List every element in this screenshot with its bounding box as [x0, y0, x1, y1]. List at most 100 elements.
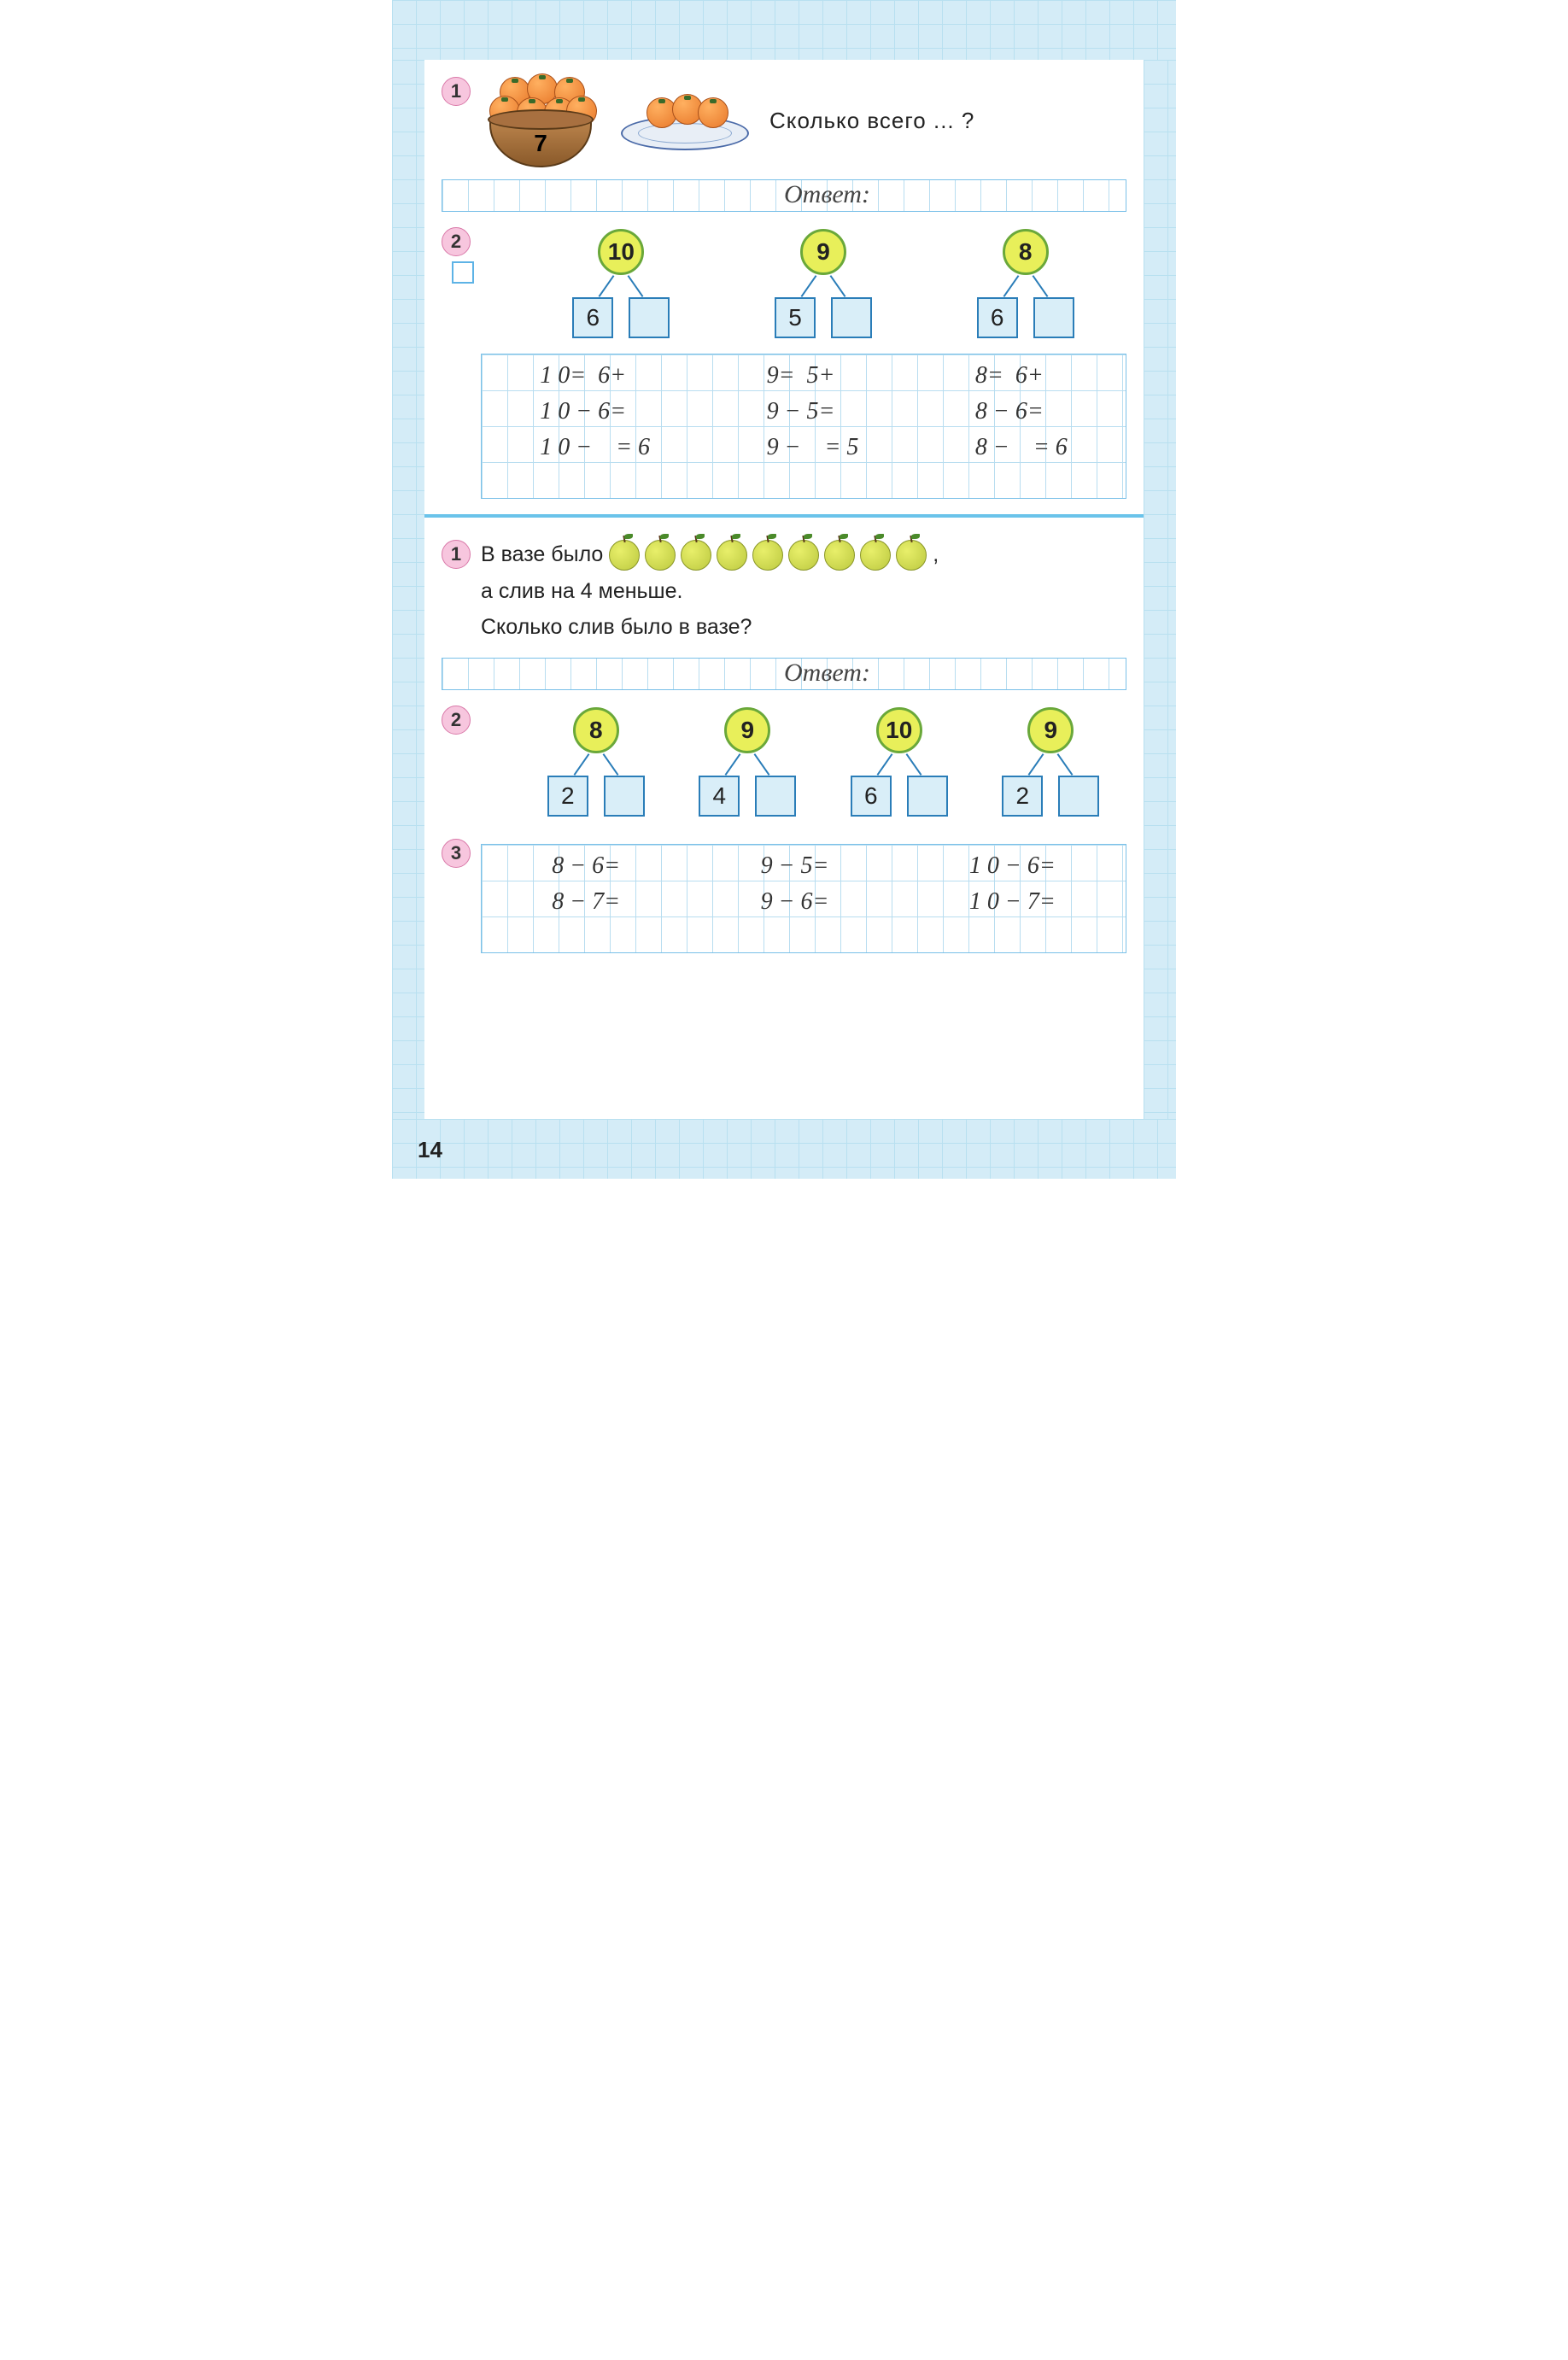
apple-icon	[645, 540, 676, 571]
bond-part-left: 5	[775, 297, 816, 338]
bond-parts: 5	[775, 297, 872, 338]
bond-part-left: 4	[699, 776, 740, 817]
number-bond: 10 6	[553, 229, 689, 338]
bond-total: 10	[598, 229, 644, 275]
problem-line2: а слив на 4 меньше.	[481, 573, 1126, 610]
bond-part-left: 6	[977, 297, 1018, 338]
apple-icon	[824, 540, 855, 571]
equation-line[interactable]: 1 0 − 6=	[969, 848, 1056, 884]
apple-icon	[609, 540, 640, 571]
s2-task3: 3 8 − 6=8 − 7= 9 − 5=9 − 6= 1 0 − 6=1 0 − …	[442, 835, 1126, 958]
equation-column: 9 − 5=9 − 6=	[761, 848, 829, 952]
s2-task2: 2 829410692	[442, 702, 1126, 823]
number-bond: 92	[986, 707, 1115, 817]
right-grid-band	[1144, 60, 1176, 1119]
bond-parts: 6	[977, 297, 1074, 338]
s2-task1: 1 В вазе было , а слив на 4 меньше. Скол…	[442, 536, 1126, 690]
bond-total: 9	[724, 707, 770, 753]
bond-total: 8	[573, 707, 619, 753]
checkbox-marker	[452, 261, 474, 284]
equation-line[interactable]: 9 − 6=	[761, 884, 829, 920]
number-bonds-row: 10 6 95 86	[520, 229, 1126, 338]
equation-column: 8= 6+8 − 6=8 − = 6	[975, 358, 1068, 498]
apple-icon	[681, 540, 711, 571]
bond-lines	[983, 275, 1068, 297]
task1-body: 7 Сколько всего ... ?	[481, 73, 1126, 167]
line1-prefix: В вазе было	[481, 542, 609, 566]
equation-line[interactable]: 1 0 − 7=	[969, 884, 1056, 920]
left-grid-band	[392, 60, 424, 1119]
equation-line[interactable]: 8 − 7=	[552, 884, 620, 920]
equation-line[interactable]: 8 − 6=	[975, 394, 1068, 430]
bond-parts: 6	[851, 776, 948, 817]
equation-line[interactable]: 8 − 6=	[552, 848, 620, 884]
section-separator	[424, 514, 1144, 518]
equation-line[interactable]: 9 − 5=	[761, 848, 829, 884]
top-grid-band	[392, 0, 1176, 60]
bond-lines	[1008, 753, 1093, 776]
equation-column: 9= 5+9 − 5=9 − = 5	[767, 358, 859, 498]
number-bond: 86	[957, 229, 1094, 338]
bowl-of-oranges: 7	[481, 73, 600, 167]
bond-part-left: 2	[1002, 776, 1043, 817]
equations-grid[interactable]: 8 − 6=8 − 7= 9 − 5=9 − 6= 1 0 − 6=1 0 − 7=	[481, 844, 1126, 953]
problem-line3: Сколько слив было в вазе?	[481, 609, 1126, 646]
task-badge: 3	[442, 839, 471, 868]
bond-total: 10	[876, 707, 922, 753]
plate-of-oranges	[621, 91, 749, 150]
bond-part-right[interactable]	[755, 776, 796, 817]
apple-icon	[752, 540, 783, 571]
equation-line[interactable]: 8= 6+	[975, 358, 1068, 394]
apple-icon	[896, 540, 927, 571]
answer-strip[interactable]: Ответ:	[442, 658, 1126, 690]
apples-row	[609, 540, 927, 571]
equation-line[interactable]: 9= 5+	[767, 358, 859, 394]
bond-part-right[interactable]	[629, 297, 670, 338]
equation-line[interactable]: 1 0 − = 6	[540, 430, 650, 466]
task-badge: 1	[442, 540, 471, 569]
bond-part-right[interactable]	[907, 776, 948, 817]
equation-line[interactable]: 9 − = 5	[767, 430, 859, 466]
equation-line[interactable]: 9 − 5=	[767, 394, 859, 430]
bond-part-right[interactable]	[1033, 297, 1074, 338]
number-bond: 82	[532, 707, 660, 817]
equation-column: 1 0 − 6=1 0 − 7=	[969, 848, 1056, 952]
bond-part-right[interactable]	[1058, 776, 1099, 817]
answer-strip[interactable]: Ответ:	[442, 179, 1126, 212]
question-text: Сколько всего ... ?	[769, 108, 974, 134]
bond-parts: 2	[547, 776, 645, 817]
bond-part-right[interactable]	[831, 297, 872, 338]
bond-part-right[interactable]	[604, 776, 645, 817]
bond-lines	[578, 275, 664, 297]
apple-icon	[788, 540, 819, 571]
bond-parts: 2	[1002, 776, 1099, 817]
equation-column: 1 0= 6+1 0 − 6=1 0 − = 6	[540, 358, 650, 498]
bond-part-left: 2	[547, 776, 588, 817]
number-bond: 95	[755, 229, 892, 338]
equation-line[interactable]: 8 − = 6	[975, 430, 1068, 466]
answer-label: Ответ:	[784, 659, 870, 688]
equations-grid[interactable]: 1 0= 6+1 0 − 6=1 0 − = 6 9= 5+9 − 5=9 − =…	[481, 354, 1126, 499]
workbook-page: 1 7	[392, 0, 1176, 1179]
task-badge: 2	[442, 227, 471, 256]
bond-part-left: 6	[851, 776, 892, 817]
s1-task2: 2 1069586 1 0= 6+1 0 − 6=1 0 − = 69= 5+9…	[442, 224, 1126, 499]
s1-task1: 1 7	[442, 73, 1126, 212]
task-badge: 1	[442, 77, 471, 106]
line1-suffix: ,	[933, 542, 939, 566]
page-content: 1 7	[424, 60, 1144, 1119]
equation-line[interactable]: 1 0= 6+	[540, 358, 650, 394]
number-bond: 10 6	[835, 707, 963, 817]
number-bond: 94	[683, 707, 811, 817]
bond-lines	[857, 753, 942, 776]
apple-icon	[860, 540, 891, 571]
answer-label: Ответ:	[784, 180, 870, 209]
bond-lines	[705, 753, 790, 776]
bond-parts: 6	[572, 297, 670, 338]
equation-column: 8 − 6=8 − 7=	[552, 848, 620, 952]
bond-lines	[781, 275, 866, 297]
bowl-number: 7	[534, 130, 547, 157]
apple-icon	[717, 540, 747, 571]
number-bonds-row: 829410692	[520, 707, 1126, 817]
equation-line[interactable]: 1 0 − 6=	[540, 394, 650, 430]
